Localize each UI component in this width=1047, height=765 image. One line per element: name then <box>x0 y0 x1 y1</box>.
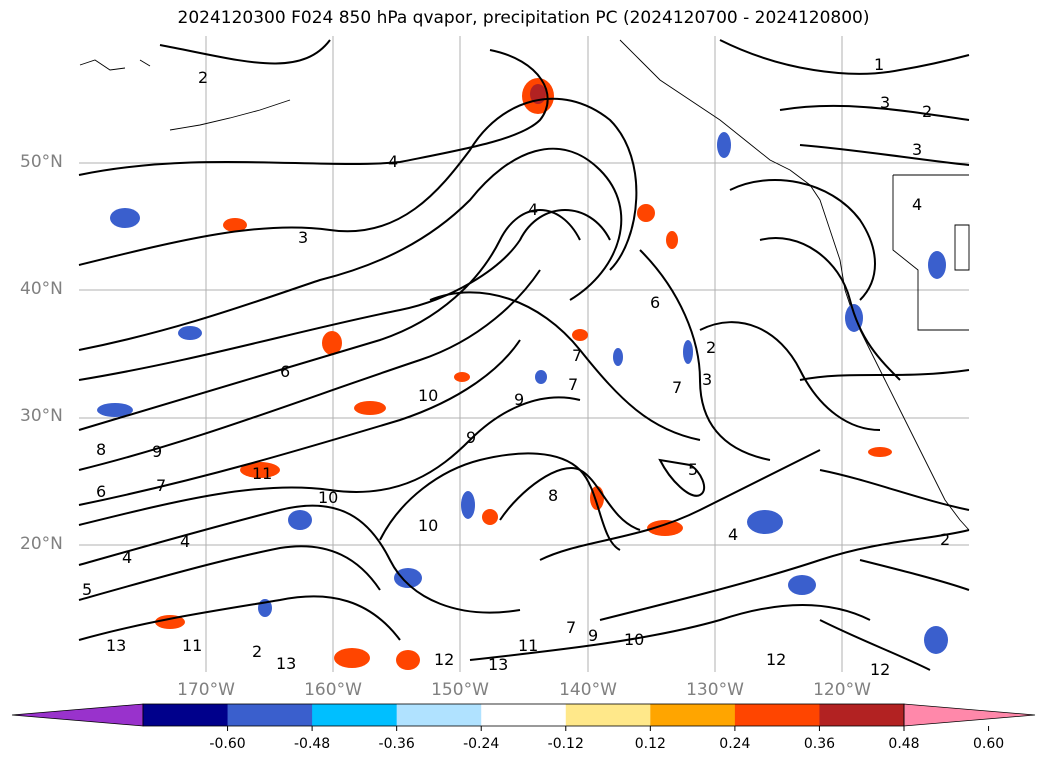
colorbar-segment <box>565 704 651 726</box>
contour-label: 3 <box>298 228 309 247</box>
lon-label-140w: 140°W <box>559 680 617 700</box>
contour-label: 7 <box>568 375 579 394</box>
contour-label: 10 <box>418 386 439 405</box>
precip-shading <box>97 78 948 670</box>
lon-label-130w: 130°W <box>686 680 744 700</box>
colorbar-segment <box>396 704 482 726</box>
colorbar-segment <box>481 704 567 726</box>
contour-label: 13 <box>276 654 297 673</box>
contour-label: 2 <box>922 102 933 121</box>
plot-title: 2024120300 F024 850 hPa qvapor, precipit… <box>177 8 870 28</box>
colorbar-extend-low <box>11 703 144 727</box>
lon-label-120w: 120°W <box>813 680 871 700</box>
contour-label: 9 <box>514 390 525 409</box>
lat-label-40n: 40°N <box>20 279 63 299</box>
contour-label: 12 <box>434 650 455 669</box>
colorbar-tick-label: -0.24 <box>463 736 500 752</box>
colorbar-segment <box>312 704 398 726</box>
contour-label: 4 <box>528 200 539 219</box>
contour-label: 10 <box>318 488 339 507</box>
lon-label-170w: 170°W <box>177 680 235 700</box>
colorbar-tick-label: 0.48 <box>888 736 920 752</box>
contour-label: 11 <box>518 636 539 655</box>
colorbar-border <box>142 703 905 727</box>
contour-label: 3 <box>880 93 891 112</box>
contour-label: 7 <box>672 378 683 397</box>
contour-label: 9 <box>588 626 599 645</box>
colorbar-tick-label: -0.60 <box>209 736 246 752</box>
contour-label: 3 <box>912 140 923 159</box>
contour-label: 13 <box>106 636 127 655</box>
colorbar-tick-label: 0.12 <box>634 736 666 752</box>
contour-label: 6 <box>96 482 107 501</box>
contour-label: 4 <box>122 548 133 567</box>
colorbar-tick-label: 0.24 <box>719 736 751 752</box>
contour-label: 2 <box>252 642 263 661</box>
colorbar-tick-label: -0.36 <box>378 736 415 752</box>
contour-label: 6 <box>280 362 291 381</box>
contour-label: 6 <box>650 293 661 312</box>
lat-label-20n: 20°N <box>20 534 63 554</box>
colorbar-segment <box>650 704 736 726</box>
contour-label: 10 <box>624 630 645 649</box>
contour-label: 4 <box>388 152 399 171</box>
colorbar-extend-high <box>903 703 1036 727</box>
lon-label-150w: 150°W <box>431 680 489 700</box>
colorbar-tick-label: 0.36 <box>803 736 836 752</box>
contour-label: 4 <box>180 532 191 551</box>
contour-label: 7 <box>156 476 167 495</box>
colorbar-segment <box>227 704 313 726</box>
colorbar-tick-label: -0.48 <box>293 736 331 752</box>
contour-label: 12 <box>870 660 891 679</box>
contour-label: 4 <box>728 525 739 544</box>
contour-label: 3 <box>702 370 713 389</box>
contour-label: 5 <box>82 580 93 599</box>
map-background <box>79 36 969 672</box>
contour-label: 7 <box>572 346 583 365</box>
lon-label-160w: 160°W <box>304 680 362 700</box>
contour-label: 1 <box>874 55 885 74</box>
lat-label-30n: 30°N <box>20 406 63 426</box>
contour-label: 11 <box>252 464 273 483</box>
contour-label: 2 <box>706 338 717 357</box>
contour-label: 9 <box>152 442 163 461</box>
contour-label: 13 <box>488 655 509 674</box>
colorbar-segment <box>143 704 229 726</box>
colorbar-segments <box>11 703 1036 731</box>
contour-label: 10 <box>418 516 439 535</box>
contour-label: 2 <box>940 530 951 549</box>
colorbar-tick-label: 0.60 <box>972 736 1005 752</box>
colorbar-segment <box>734 704 820 726</box>
colorbar-segment <box>819 704 905 726</box>
contour-label: 4 <box>912 195 923 214</box>
coastline <box>79 39 970 531</box>
colorbar-tick-label: -0.12 <box>547 736 584 752</box>
contour-label: 11 <box>182 636 203 655</box>
lat-label-50n: 50°N <box>20 152 63 172</box>
contour-label: 9 <box>466 428 477 447</box>
qvapor-contours <box>78 39 970 671</box>
colorbar <box>11 703 1036 731</box>
contour-label: 8 <box>96 440 107 459</box>
contour-label: 8 <box>548 486 559 505</box>
contour-label: 7 <box>566 618 577 637</box>
contour-label: 12 <box>766 650 787 669</box>
contour-label: 5 <box>688 460 699 479</box>
contour-label: 2 <box>198 68 209 87</box>
